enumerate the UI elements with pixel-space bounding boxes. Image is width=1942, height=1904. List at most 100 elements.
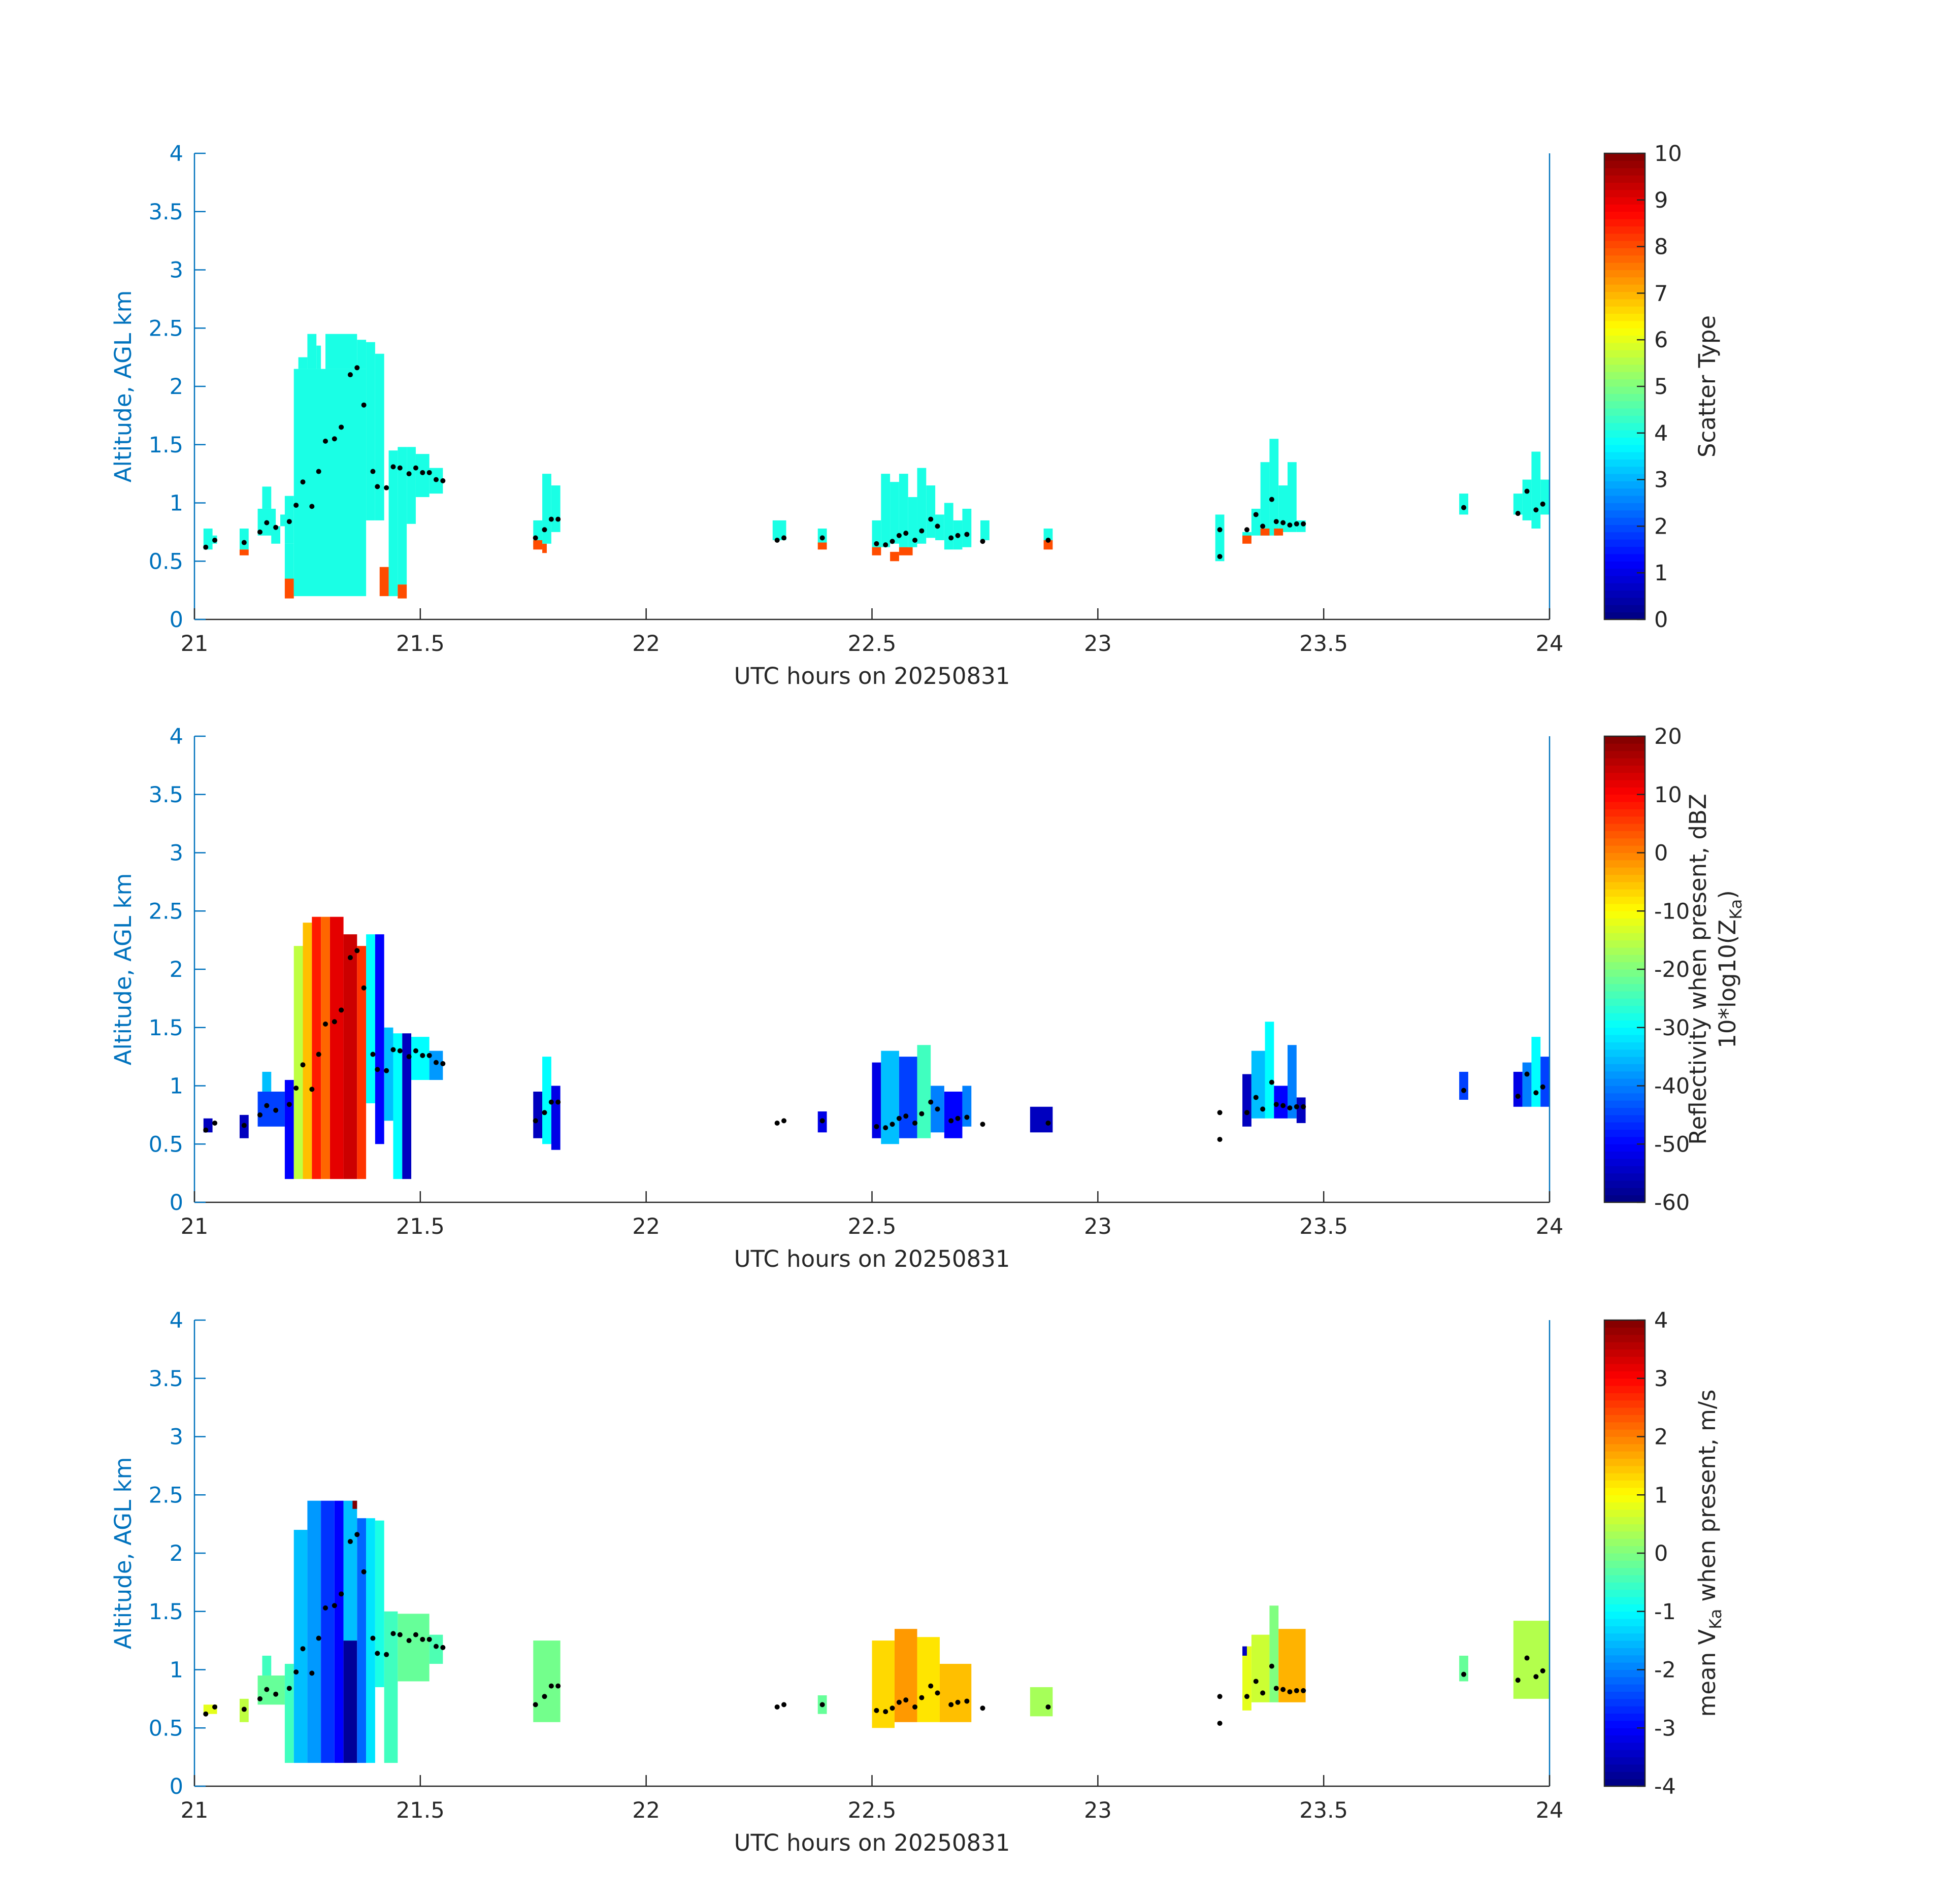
colorbar-segment <box>1604 794 1645 802</box>
colorbar-segment <box>1604 247 1645 256</box>
colorbar-segment <box>1604 1633 1645 1641</box>
colorbar-segment <box>1604 1582 1645 1590</box>
colorbar-tick-label: -2 <box>1654 1658 1676 1683</box>
formula-subscript: Ka <box>1726 899 1746 920</box>
colorbar-segment <box>1604 1392 1645 1401</box>
heatmap-cell <box>1269 439 1279 536</box>
data-point <box>375 1651 380 1656</box>
data-point <box>293 503 299 508</box>
colorbar-tick-label: 10 <box>1654 141 1682 167</box>
heatmap-cell <box>1030 1687 1053 1717</box>
heatmap-cell <box>899 474 908 547</box>
colorbar-tick-label: -4 <box>1654 1774 1676 1799</box>
data-point <box>332 1603 337 1608</box>
label-subscript: Ka <box>1706 1609 1725 1629</box>
y-tick-label: 0 <box>170 1774 183 1799</box>
colorbar-segment <box>1604 1370 1645 1379</box>
heatmap-cell <box>262 1071 272 1092</box>
y-axis-label: Altitude, AGL km <box>110 1457 137 1650</box>
heatmap-cell <box>1522 479 1532 520</box>
formula-suffix: ) <box>1714 890 1741 899</box>
data-point <box>273 1691 279 1697</box>
data-point <box>548 1683 554 1689</box>
heatmap-cell <box>817 542 827 550</box>
colorbar-segment <box>1604 1407 1645 1415</box>
heatmap-cells <box>203 334 1550 599</box>
colorbar-segment <box>1604 1173 1645 1181</box>
data-point <box>257 529 263 535</box>
data-point <box>212 1704 218 1710</box>
data-point <box>241 1123 247 1128</box>
heatmap-cell <box>917 468 927 544</box>
marker-points <box>203 365 1545 560</box>
heatmap-cell <box>542 1057 551 1144</box>
data-point <box>323 1021 328 1027</box>
data-point <box>955 533 961 538</box>
colorbar-segment <box>1604 262 1645 270</box>
data-point <box>1540 501 1545 507</box>
data-point <box>1273 519 1279 524</box>
colorbar-segment <box>1604 1757 1645 1765</box>
colorbar-segment <box>1604 401 1645 409</box>
colorbar-tick-label: -20 <box>1654 957 1690 982</box>
colorbar-segment <box>1604 204 1645 212</box>
colorbar-segment <box>1604 772 1645 780</box>
colorbar-label: Scatter Type <box>1694 315 1721 457</box>
colorbar-segment <box>1604 1063 1645 1072</box>
data-point <box>339 424 344 430</box>
data-point <box>440 478 446 483</box>
colorbar-tick-label: -1 <box>1654 1599 1676 1625</box>
colorbar-segment <box>1604 568 1645 576</box>
heatmap-cell <box>881 474 891 547</box>
heatmap-cell <box>257 1091 285 1127</box>
y-tick-label: 1 <box>170 491 183 516</box>
data-point <box>300 479 306 485</box>
colorbar-segment <box>1604 765 1645 773</box>
colorbar-segment <box>1604 1677 1645 1685</box>
heatmap-cell <box>398 447 407 585</box>
data-point <box>1280 1687 1286 1692</box>
heatmap-cell <box>872 520 881 550</box>
colorbar-segment <box>1604 277 1645 285</box>
y-tick-label: 3.5 <box>149 200 183 225</box>
data-point <box>390 1631 396 1636</box>
data-point <box>347 1539 353 1545</box>
colorbar-segment <box>1604 852 1645 861</box>
data-point <box>1260 1690 1266 1696</box>
data-point <box>1273 1102 1279 1107</box>
colorbar-segment <box>1604 335 1645 343</box>
data-point <box>397 465 403 471</box>
heatmap-cell <box>908 497 917 547</box>
data-point <box>896 1115 902 1121</box>
colorbar-segment <box>1604 1122 1645 1130</box>
data-point <box>1294 1104 1299 1109</box>
data-point <box>433 477 439 482</box>
x-axis-label: UTC hours on 20250831 <box>734 1245 1010 1272</box>
colorbar-segment <box>1604 758 1645 766</box>
data-point <box>928 1099 934 1105</box>
heatmap-cell <box>890 551 899 562</box>
data-point <box>300 1646 306 1652</box>
heatmap-cell <box>1531 1037 1541 1107</box>
data-point <box>533 1702 538 1708</box>
x-tick-label: 22 <box>632 631 660 656</box>
colorbar-segment <box>1604 1655 1645 1663</box>
colorbar-segment <box>1604 415 1645 423</box>
heatmap-cell <box>1242 1074 1252 1127</box>
colorbar-segment <box>1604 925 1645 933</box>
colorbar-segment <box>1604 1574 1645 1583</box>
data-point <box>370 1052 376 1057</box>
data-point <box>433 1060 439 1065</box>
data-point <box>903 531 909 536</box>
heatmap-cells <box>203 1500 1550 1763</box>
y-tick-label: 1.5 <box>149 1015 183 1041</box>
heatmap-cell <box>375 1520 384 1687</box>
x-tick-label: 21.5 <box>396 1214 445 1239</box>
colorbar-segment <box>1604 743 1645 751</box>
data-point <box>426 1636 432 1642</box>
y-tick-label: 4 <box>170 141 183 167</box>
colorbar-segment <box>1604 1494 1645 1503</box>
data-point <box>903 1113 909 1119</box>
heatmap-cell <box>1251 1634 1270 1702</box>
data-point <box>339 1591 344 1597</box>
